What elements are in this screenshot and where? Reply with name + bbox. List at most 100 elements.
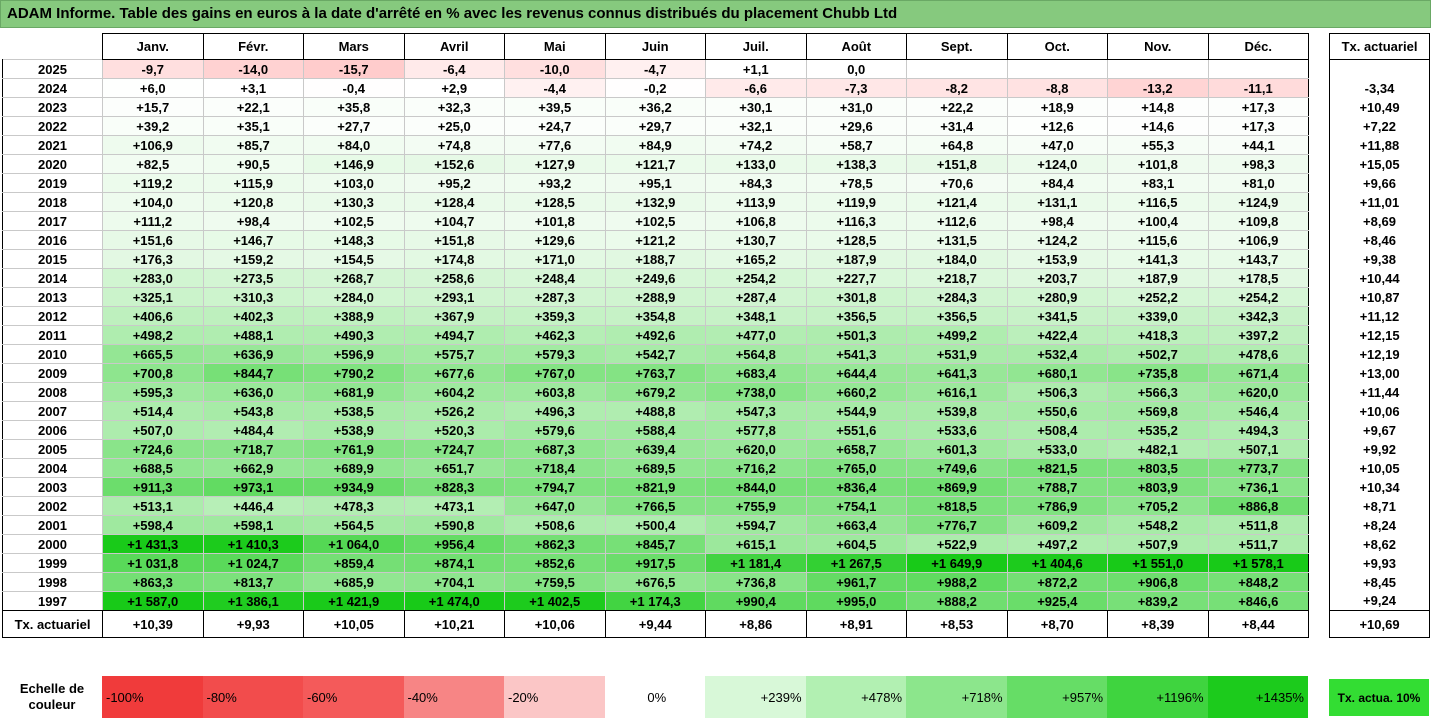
gain-cell: +846,6 [1207, 591, 1309, 611]
gain-cell: -8,2 [906, 78, 1008, 98]
gain-cell: +925,4 [1006, 591, 1108, 611]
gain-cell: +788,7 [1006, 477, 1108, 497]
gain-cell: +689,5 [604, 458, 706, 478]
gain-cell: +14,8 [1107, 97, 1209, 117]
footer-tx-cell: +10,06 [504, 610, 606, 638]
gain-cell: +575,7 [403, 344, 505, 364]
gain-cell: +700,8 [102, 363, 204, 383]
gain-cell: +665,5 [102, 344, 204, 364]
gain-cell [1107, 59, 1209, 79]
gain-cell: +106,9 [102, 135, 204, 155]
gain-cell: +735,8 [1107, 363, 1209, 383]
gain-cell: +598,4 [102, 515, 204, 535]
gain-cell: +103,0 [303, 173, 405, 193]
gain-cell: +115,6 [1107, 230, 1209, 250]
gain-cell: +35,8 [303, 97, 405, 117]
gain-cell: +917,5 [604, 553, 706, 573]
gain-cell: +84,4 [1006, 173, 1108, 193]
gain-cell: +154,5 [303, 249, 405, 269]
tx-cell: +13,00 [1329, 363, 1430, 383]
gain-cell: +821,9 [604, 477, 706, 497]
gain-cell: +482,1 [1107, 439, 1209, 459]
gain-cell: +113,9 [705, 192, 807, 212]
gain-cell: +115,9 [202, 173, 304, 193]
gain-cell: +22,2 [906, 97, 1008, 117]
gain-cell: +1 031,8 [102, 553, 204, 573]
gain-cell: +766,5 [604, 496, 706, 516]
footer-tx-cell: +10,21 [403, 610, 505, 638]
gain-cell: +258,6 [403, 268, 505, 288]
gain-cell: +845,7 [604, 534, 706, 554]
gain-cell: +78,5 [805, 173, 907, 193]
gain-cell: +22,1 [202, 97, 304, 117]
gain-cell: +547,3 [705, 401, 807, 421]
gain-cell: +564,5 [303, 515, 405, 535]
tx-cell: +10,87 [1329, 287, 1430, 307]
gain-cell: +32,3 [403, 97, 505, 117]
tx-cell: +10,49 [1329, 97, 1430, 117]
gain-cell: +130,3 [303, 192, 405, 212]
tx-cell: +12,15 [1329, 325, 1430, 345]
gain-cell: +116,5 [1107, 192, 1209, 212]
tx-cell: +10,44 [1329, 268, 1430, 288]
year-cell: 2020 [2, 154, 103, 174]
gain-cell: +70,6 [906, 173, 1008, 193]
table-row: 2008 +595,3 +636,0 +681,9 +604,2 +603,8 +679,2… [2, 382, 1309, 402]
table-row: 2004 +688,5 +662,9 +689,9 +651,7 +718,4 +689,5… [2, 458, 1309, 478]
tx-total: +10,69 [1329, 610, 1430, 638]
gain-cell: -13,2 [1107, 78, 1209, 98]
table-row: 2014 +283,0 +273,5 +268,7 +258,6 +248,4 +249,6… [2, 268, 1309, 288]
gain-cell: +35,1 [202, 116, 304, 136]
month-header: Janv. [102, 33, 204, 60]
gain-cell: +598,1 [202, 515, 304, 535]
gain-cell: +488,8 [604, 401, 706, 421]
gain-cell: +888,2 [906, 591, 1008, 611]
scale-swatch: +1435% [1207, 676, 1308, 718]
gain-cell: +187,9 [805, 249, 907, 269]
gain-cell: +548,2 [1107, 515, 1209, 535]
gain-cell: +874,1 [403, 553, 505, 573]
footer-tx-cell: +8,44 [1207, 610, 1309, 638]
gain-cell: +151,8 [403, 230, 505, 250]
gain-cell: +533,6 [906, 420, 1008, 440]
tx-cell: +9,67 [1329, 420, 1430, 440]
gain-cell: +127,9 [504, 154, 606, 174]
gain-cell: +532,4 [1006, 344, 1108, 364]
year-cell: 2017 [2, 211, 103, 231]
tx-cell: -3,34 [1329, 78, 1430, 98]
gain-cell: +577,8 [705, 420, 807, 440]
year-cell: 2003 [2, 477, 103, 497]
footer-row: Tx. actuariel +10,39 +9,93 +10,05 +10,21 +10… [2, 610, 1309, 638]
gain-cell: +844,7 [202, 363, 304, 383]
gain-cell: +31,4 [906, 116, 1008, 136]
scale-swatch: -80% [202, 676, 303, 718]
gain-cell: +106,8 [705, 211, 807, 231]
gain-cell: +406,6 [102, 306, 204, 326]
gain-cell: +687,3 [504, 439, 606, 459]
tx-cell: +8,71 [1329, 496, 1430, 516]
gain-cell: +133,0 [705, 154, 807, 174]
gain-cell: +176,3 [102, 249, 204, 269]
gain-cell: +688,5 [102, 458, 204, 478]
gain-cell: +159,2 [202, 249, 304, 269]
gain-cell: +685,9 [303, 572, 405, 592]
gain-cell: +112,6 [906, 211, 1008, 231]
gain-cell: +124,2 [1006, 230, 1108, 250]
footer-tx-cell: +9,44 [604, 610, 706, 638]
table-row: 2003 +911,3 +973,1 +934,9 +828,3 +794,7 +821,9… [2, 477, 1309, 497]
gain-cell: +511,7 [1207, 534, 1309, 554]
gain-cell: +1 174,3 [604, 591, 706, 611]
gain-cell: +310,3 [202, 287, 304, 307]
tx-cell: +8,62 [1329, 534, 1430, 554]
tx-cell: +8,69 [1329, 211, 1430, 231]
gain-cell: +2,9 [403, 78, 505, 98]
gain-cell: +39,5 [504, 97, 606, 117]
gain-cell: +27,7 [303, 116, 405, 136]
year-cell: 2004 [2, 458, 103, 478]
gain-cell: +588,4 [604, 420, 706, 440]
gain-cell: +513,1 [102, 496, 204, 516]
tx-cell: +8,46 [1329, 230, 1430, 250]
gain-cell: -7,3 [805, 78, 907, 98]
gain-cell: +98,4 [1006, 211, 1108, 231]
year-cell: 2018 [2, 192, 103, 212]
